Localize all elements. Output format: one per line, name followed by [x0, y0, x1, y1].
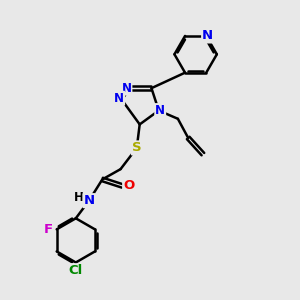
Text: H: H	[74, 191, 84, 204]
Text: N: N	[155, 104, 165, 117]
Text: N: N	[114, 92, 124, 105]
Text: N: N	[83, 194, 94, 207]
Text: F: F	[44, 223, 53, 236]
Text: O: O	[123, 179, 134, 192]
Text: Cl: Cl	[69, 264, 83, 277]
Text: N: N	[202, 29, 213, 42]
Text: S: S	[132, 141, 142, 154]
Text: N: N	[122, 82, 131, 95]
